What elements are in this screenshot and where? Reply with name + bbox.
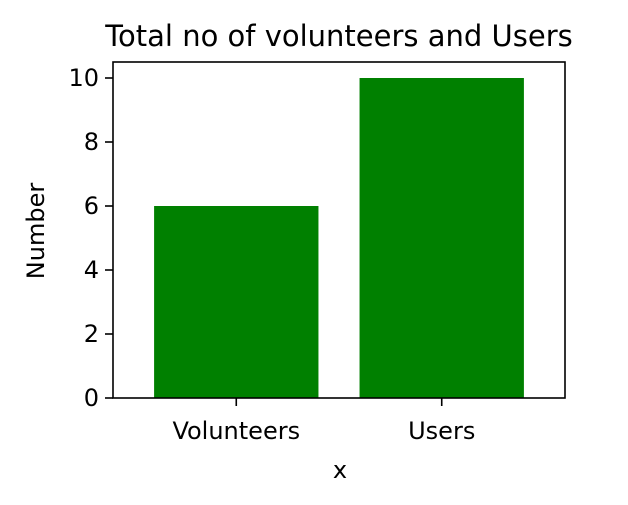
y-tick-label: 10 <box>68 64 99 92</box>
bar-volunteers <box>154 206 319 398</box>
x-tick-label: Users <box>408 417 475 445</box>
x-tick-label: Volunteers <box>172 417 300 445</box>
bars-group <box>154 78 524 398</box>
bar-users <box>359 78 524 398</box>
y-tick-label: 4 <box>84 256 99 284</box>
y-tick-label: 0 <box>84 384 99 412</box>
y-tick-label: 2 <box>84 320 99 348</box>
y-axis-ticks: 0 2 4 6 8 10 <box>68 64 113 412</box>
x-axis-ticks: Volunteers Users <box>172 398 475 445</box>
x-axis-label: x <box>333 456 347 484</box>
y-tick-label: 6 <box>84 192 99 220</box>
plot-frame <box>112 61 566 399</box>
y-tick-label: 8 <box>84 128 99 156</box>
y-axis-label: Number <box>22 183 50 280</box>
chart-title: Total no of volunteers and Users <box>104 19 572 53</box>
